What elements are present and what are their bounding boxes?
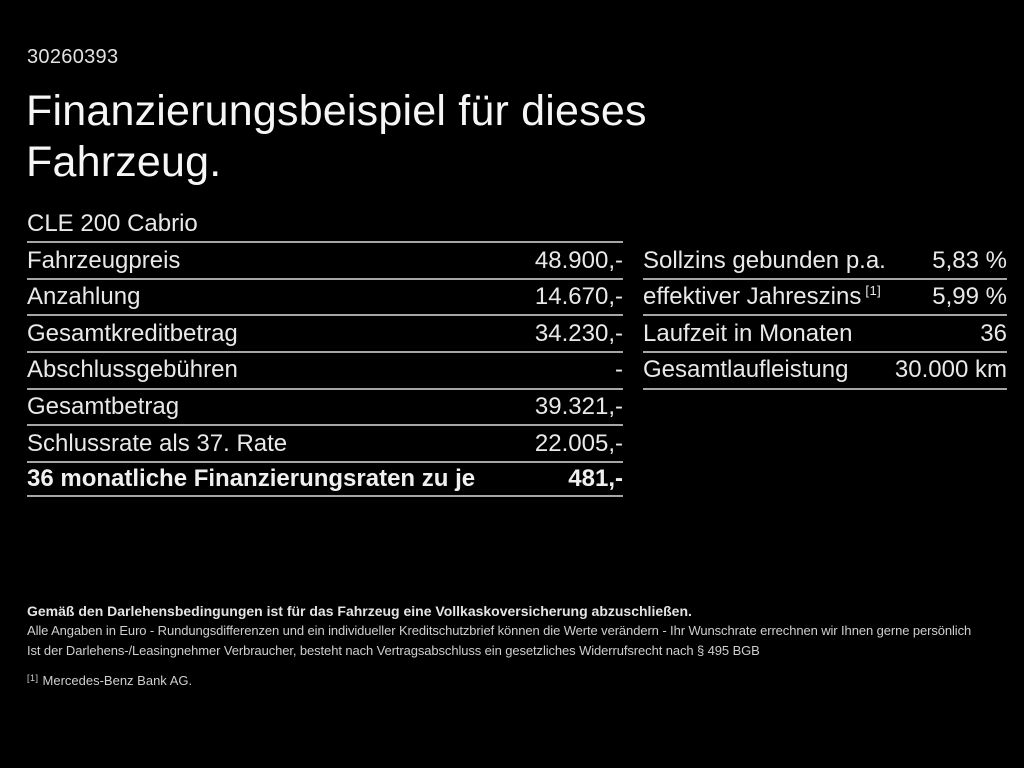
table-row-monatsrate: 36 monatliche Finanzierungsraten zu je 4… — [27, 460, 623, 498]
row-label: Gesamtkreditbetrag — [27, 319, 238, 347]
row-label: Gesamtbetrag — [27, 392, 180, 420]
row-value: 481,- — [568, 465, 623, 493]
legal-footnotes: Gemäß den Darlehensbedingungen ist für d… — [27, 601, 1004, 691]
row-value: 36 — [980, 319, 1007, 347]
row-value: 5,83 % — [932, 246, 1007, 274]
table-row-gesamtbetrag: Gesamtbetrag 39.321,- — [27, 387, 623, 425]
row-value: 5,99 % — [932, 283, 1007, 311]
page-title: Finanzierungsbeispiel für dieses Fahrzeu… — [26, 86, 647, 188]
offer-id-number: 30260393 — [27, 46, 119, 68]
footnote-source-marker: [1] — [27, 673, 39, 683]
row-label: Gesamtlaufleistung — [643, 356, 849, 384]
row-label: Fahrzeugpreis — [27, 246, 181, 274]
row-value: 14.670,- — [534, 283, 623, 311]
row-value: 22.005,- — [534, 429, 623, 457]
row-label: Anzahlung — [27, 283, 141, 311]
table-row-abschlussgebuehren: Abschlussgebühren - — [27, 351, 623, 388]
table-row-anzahlung: Anzahlung 14.670,- — [27, 277, 623, 315]
footnote-disclaimer: Alle Angaben in Euro - Rundungsdifferenz… — [27, 623, 972, 638]
footnote-insurance: Gemäß den Darlehensbedingungen ist für d… — [27, 603, 692, 619]
table-row-gesamtlaufleistung: Gesamtlaufleistung 30.000 km — [643, 353, 1007, 390]
footnote-source: [1] Mercedes-Benz Bank AG. — [27, 668, 1004, 691]
financing-amounts-table: CLE 200 Cabrio Fahrzeugpreis 48.900,- An… — [27, 207, 623, 498]
vehicle-model-name: CLE 200 Cabrio — [27, 210, 198, 238]
table-row-laufzeit: Laufzeit in Monaten 36 — [643, 316, 1007, 354]
table-row-effektiver-jahreszins: effektiver Jahreszins [1] 5,99 % — [643, 280, 1007, 317]
row-value: 39.321,- — [534, 392, 623, 420]
footnote-widerrufsrecht: Ist der Darlehens-/Leasingnehmer Verbrau… — [27, 643, 760, 658]
table-row-sollzins: Sollzins gebunden p.a. 5,83 % — [643, 243, 1007, 280]
footnote-source-text: Mercedes-Benz Bank AG. — [42, 673, 193, 688]
row-value: - — [615, 356, 623, 384]
table-row-fahrzeugpreis: Fahrzeugpreis 48.900,- — [27, 241, 623, 278]
financing-terms-table: Sollzins gebunden p.a. 5,83 % effektiver… — [643, 207, 1007, 390]
page-title-line1: Finanzierungsbeispiel für dieses — [26, 87, 647, 135]
row-label: Schlussrate als 37. Rate — [27, 429, 288, 457]
row-label: effektiver Jahreszins [1] — [643, 283, 882, 311]
row-value: 48.900,- — [534, 246, 623, 274]
row-label: Abschlussgebühren — [27, 356, 238, 384]
row-label: Laufzeit in Monaten — [643, 319, 853, 347]
footnote-reference: [1] — [865, 283, 882, 299]
row-value: 30.000 km — [894, 356, 1007, 384]
page-title-line2: Fahrzeug. — [26, 138, 222, 186]
financing-tables: CLE 200 Cabrio Fahrzeugpreis 48.900,- An… — [27, 207, 1007, 498]
row-value: 34.230,- — [534, 319, 623, 347]
table-row-gesamtkreditbetrag: Gesamtkreditbetrag 34.230,- — [27, 314, 623, 351]
table-row-schlussrate: Schlussrate als 37. Rate 22.005,- — [27, 424, 623, 461]
row-label: Sollzins gebunden p.a. — [643, 246, 886, 274]
row-label: 36 monatliche Finanzierungsraten zu je — [27, 465, 476, 493]
